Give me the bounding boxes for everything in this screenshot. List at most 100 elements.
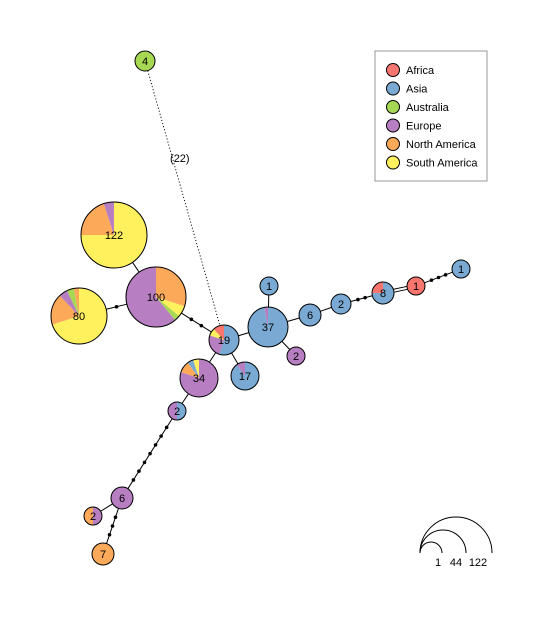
node-count-label: 19	[218, 335, 230, 347]
legend-label: Africa	[406, 65, 435, 77]
mutation-step	[113, 515, 118, 520]
mutation-step	[142, 460, 147, 465]
node-count-label: 2	[293, 351, 299, 363]
mutation-step	[443, 273, 448, 277]
legend-swatch	[386, 155, 400, 170]
legend: Africa Asia Australia Europe North America So…	[374, 50, 488, 182]
haplotype-node-n1as: 1	[451, 259, 471, 279]
edge-n19-n34	[209, 352, 217, 363]
haplotype-node-n2e: 2	[286, 346, 306, 366]
node-outline	[134, 50, 156, 72]
node-count-label: 17	[239, 371, 251, 383]
node-outline	[247, 306, 289, 348]
node-outline	[50, 287, 108, 345]
pie-slice	[93, 507, 102, 525]
mutation-step	[429, 278, 434, 282]
edge-n6a-n2a	[320, 306, 332, 312]
node-outline	[259, 276, 279, 296]
edge-n4-n19	[147, 70, 221, 326]
pie-slice	[260, 277, 278, 295]
node-outline	[230, 361, 260, 391]
node-outline	[330, 293, 352, 315]
legend-label: North America	[406, 139, 477, 151]
nodes-layer: 4 122 100 80 19 34 17 37 1 2 6 2 8 1 1 2 6 2 7	[50, 50, 471, 566]
pie-slice	[264, 307, 268, 327]
legend-items: Africa Asia Australia Europe North America So…	[386, 63, 478, 170]
pie-slice	[92, 543, 114, 565]
node-count-label: 1	[458, 264, 464, 276]
mutation-step	[164, 425, 169, 430]
legend-swatch	[386, 81, 400, 96]
node-count-label: 7	[100, 549, 106, 561]
node-outline	[125, 266, 187, 328]
pie-slice	[236, 362, 245, 376]
node-outline	[406, 276, 426, 296]
node-outline	[83, 506, 103, 526]
haplotype-node-n37: 37	[247, 306, 289, 348]
pie-slice	[135, 51, 155, 71]
haplotype-node-n80: 80	[50, 287, 108, 345]
pie-slice	[125, 267, 176, 328]
haplotype-node-n1af: 1	[406, 276, 426, 296]
edge-n8-n1af-0	[393, 288, 408, 293]
mutation-step	[153, 443, 158, 447]
scale-label-1: 1	[435, 557, 441, 569]
pie-slice	[177, 402, 186, 420]
mutation-step	[148, 451, 152, 456]
pie-slice	[156, 297, 185, 317]
pie-slice	[372, 282, 383, 293]
node-outline	[91, 542, 115, 566]
legend-swatch	[386, 63, 400, 77]
edges-layer: (22)	[100, 70, 453, 544]
pie-slice	[67, 288, 79, 316]
size-scale: 1 44 122	[419, 516, 493, 569]
mutation-step	[436, 275, 441, 280]
mutation-step	[199, 323, 204, 328]
mutation-step	[363, 295, 367, 300]
pie-slice	[156, 267, 186, 307]
node-count-label: 1	[266, 281, 272, 293]
node-count-label: 2	[90, 511, 96, 523]
pie-slice	[213, 325, 224, 340]
pie-slice	[168, 402, 177, 420]
pie-slice	[111, 487, 133, 509]
haplotype-node-n8: 8	[371, 281, 395, 305]
mutation-step	[189, 317, 194, 322]
node-outline	[208, 324, 240, 356]
scale-arc-small	[419, 541, 443, 554]
pie-slice	[231, 362, 260, 390]
haplotype-node-n2c: 2	[83, 506, 103, 526]
haplotype-node-n19: 19	[208, 324, 240, 356]
pie-slice	[73, 288, 79, 316]
node-count-label: 100	[147, 292, 165, 304]
haplotype-node-n6e: 6	[110, 486, 134, 510]
edge-n122-n100	[132, 262, 140, 273]
pie-slice	[209, 329, 224, 340]
scale-arc-medium	[419, 529, 467, 554]
scale-label-122: 122	[469, 557, 487, 569]
legend-label: Australia	[406, 102, 450, 114]
edge-n37-n6a	[287, 317, 300, 322]
legend-label: Europe	[406, 121, 441, 133]
pie-slice	[452, 260, 470, 278]
edge-n19-n17	[231, 352, 239, 365]
pie-slice	[81, 203, 114, 235]
node-count-label: 4	[142, 56, 148, 68]
node-outline	[179, 358, 219, 398]
node-count-label: 6	[307, 310, 313, 322]
node-outline	[286, 346, 306, 366]
haplotype-node-n122: 122	[80, 201, 148, 269]
scale-label-44: 44	[450, 557, 462, 569]
pie-slice	[299, 304, 321, 326]
legend-swatch	[386, 100, 400, 114]
legend-swatch	[386, 137, 400, 151]
edge-n34-n2b	[181, 393, 189, 404]
mutation-step	[159, 434, 163, 438]
edge-n19-n37	[238, 332, 249, 337]
mutation-step	[131, 478, 136, 482]
pie-slice	[52, 288, 108, 344]
pie-slice	[219, 325, 240, 355]
mutation-step	[107, 532, 112, 537]
edge-n6e-n2c	[100, 503, 113, 512]
